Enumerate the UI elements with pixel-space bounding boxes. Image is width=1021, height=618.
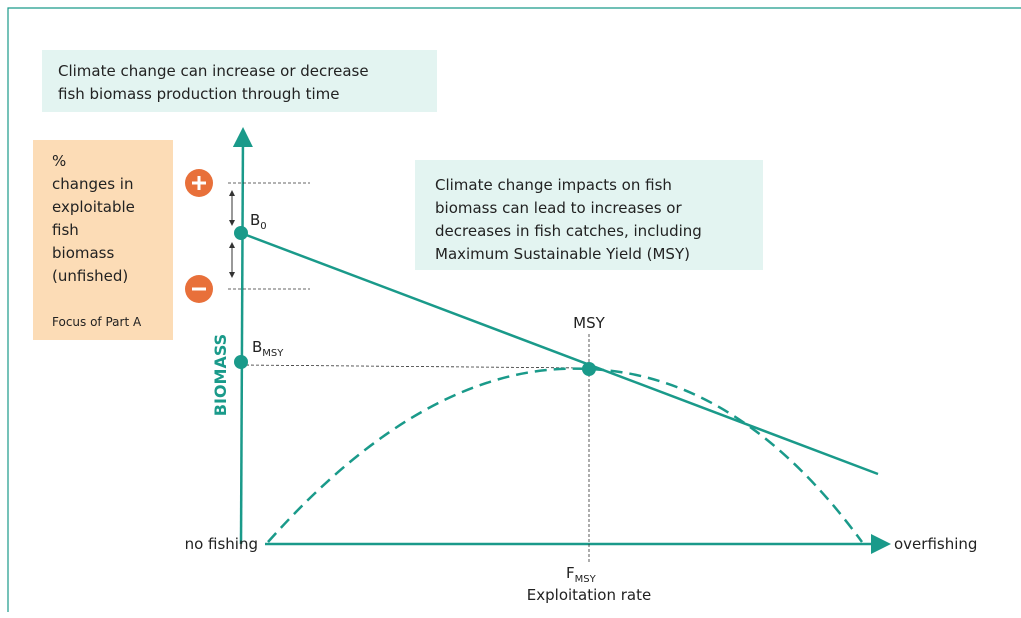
fmsy-label: FMSY	[566, 564, 597, 585]
side-note: Focus of Part A	[52, 315, 142, 329]
text-line: biomass	[52, 244, 114, 262]
y-axis	[232, 127, 253, 545]
y-axis-label: BIOMASS	[211, 334, 230, 416]
text-line: exploitable	[52, 198, 135, 216]
x-axis-label: Exploitation rate	[527, 586, 651, 604]
text-line: (unfished)	[52, 267, 128, 285]
top-box-line: Climate change can increase or decrease	[58, 62, 369, 80]
minus-icon	[185, 275, 213, 303]
right-box-text: Climate change impacts on fish biomass ca…	[435, 176, 702, 263]
side-box	[33, 140, 173, 340]
x-end-label: overfishing	[894, 535, 977, 553]
bmsy-label: BMSY	[252, 338, 284, 359]
bmsy-point	[234, 355, 248, 369]
text-line: changes in	[52, 175, 133, 193]
frame	[7, 7, 1021, 612]
b0-point	[234, 226, 248, 240]
plus-icon	[185, 169, 213, 197]
text-line: fish	[52, 221, 79, 239]
text-line: decreases in fish catches, including	[435, 222, 702, 240]
biomass-line	[240, 231, 879, 476]
b0-label: B0	[250, 211, 267, 232]
yield-curve	[267, 367, 864, 543]
side-box-text: % changes in exploitable fish biomass (unfish…	[52, 152, 135, 285]
msy-label: MSY	[573, 314, 605, 332]
text-line: Maximum Sustainable Yield (MSY)	[435, 245, 690, 263]
right-box	[415, 160, 763, 270]
msy-point	[582, 362, 596, 376]
text-line: Climate change impacts on fish	[435, 176, 672, 194]
top-box-line: fish biomass production through time	[58, 85, 340, 103]
x-start-label: no fishing	[185, 535, 258, 553]
top-box	[42, 50, 437, 112]
text-line: %	[52, 152, 66, 170]
text-line: biomass can lead to increases or	[435, 199, 682, 217]
